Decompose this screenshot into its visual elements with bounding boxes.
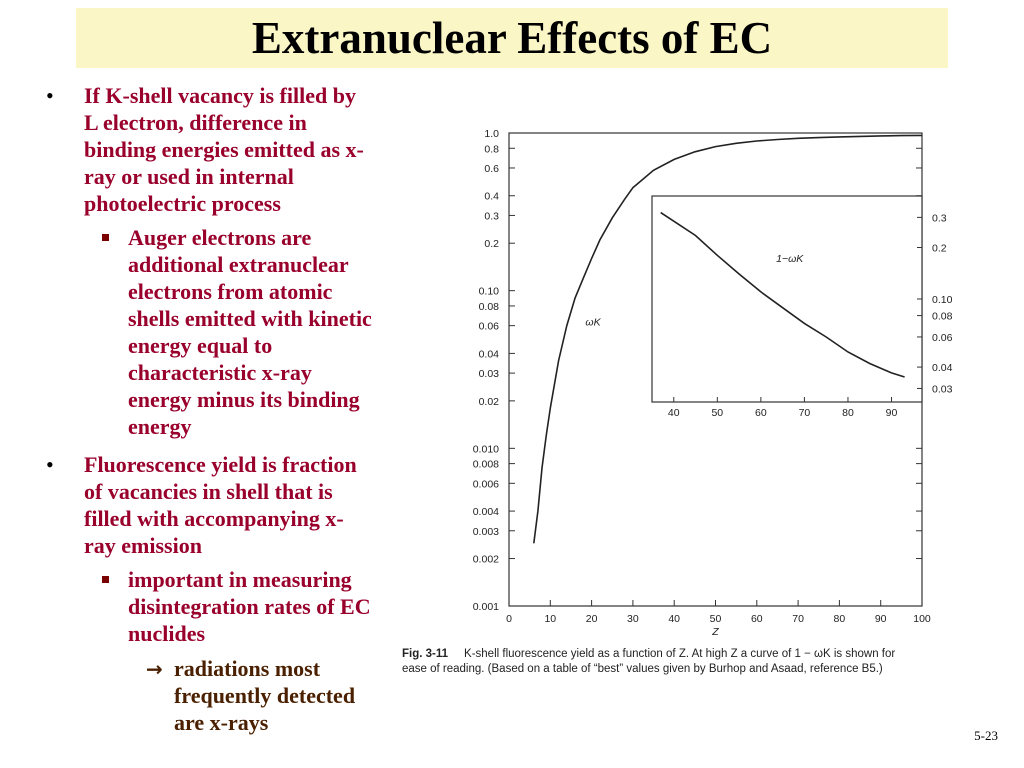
right-arrow-icon: → bbox=[146, 657, 163, 681]
text-line: L electron, difference in bbox=[84, 110, 307, 135]
text-line: binding energies emitted as x- bbox=[84, 137, 364, 162]
inset-border bbox=[651, 195, 923, 403]
y-tick-label: 0.001 bbox=[473, 601, 499, 613]
y-tick-label: 0.2 bbox=[484, 238, 499, 250]
bullet-text: Fluorescence yield is fraction of vacanc… bbox=[84, 451, 357, 559]
y-tick-label: 0.02 bbox=[479, 396, 500, 408]
square-bullet-icon bbox=[102, 576, 109, 583]
main-x-axis: 0 10 20 30 40 50 60 70 80 90 100 Z bbox=[506, 600, 931, 638]
text-line: of vacancies in shell that is bbox=[84, 479, 333, 504]
figure-caption: Fig. 3-11 K-shell fluorescence yield as a… bbox=[402, 647, 1024, 677]
sub-bullet-text: Auger electrons are additional extranucl… bbox=[128, 224, 372, 440]
inset-plot: 0.3 0.2 0.10 0.08 0.06 0.04 0.03 40 50 60 70 80 90 1−… bbox=[651, 195, 953, 419]
text-line: frequently detected bbox=[174, 683, 356, 708]
inset-series-label: 1−ωK bbox=[776, 253, 804, 265]
x-tick-label: 90 bbox=[875, 613, 887, 625]
inset-y-tick-label: 0.3 bbox=[932, 212, 947, 224]
inset-x-tick-label: 40 bbox=[668, 407, 680, 419]
x-tick-label: 70 bbox=[792, 613, 804, 625]
y-tick-label: 0.10 bbox=[479, 286, 500, 298]
y-tick-label: 0.006 bbox=[473, 478, 499, 490]
inset-x-tick-label: 70 bbox=[799, 407, 811, 419]
text-line: If K-shell vacancy is filled by bbox=[84, 83, 356, 108]
series-label: ωK bbox=[585, 317, 601, 329]
y-tick-label: 1.0 bbox=[484, 128, 499, 140]
inset-x-tick-label: 50 bbox=[711, 407, 723, 419]
text-line: ray emission bbox=[84, 533, 202, 558]
y-tick-label: 0.04 bbox=[479, 348, 500, 360]
y-tick-label: 0.06 bbox=[479, 321, 500, 333]
text-line: shells emitted with kinetic bbox=[128, 306, 372, 331]
inset-y-tick-label: 0.08 bbox=[932, 311, 953, 323]
x-tick-label: 30 bbox=[627, 613, 639, 625]
x-tick-label: 0 bbox=[506, 613, 512, 625]
x-tick-label: 60 bbox=[751, 613, 763, 625]
y-tick-label: 0.03 bbox=[479, 368, 500, 380]
y-tick-label: 0.6 bbox=[484, 163, 499, 175]
arrow-bullet: → radiations most frequently detected ar… bbox=[146, 655, 426, 735]
inset-y-tick-label: 0.2 bbox=[932, 243, 947, 255]
x-tick-label: 20 bbox=[586, 613, 598, 625]
main-y-axis: 1.0 0.8 0.6 0.4 0.3 0.2 0.10 0.08 0.06 0.04 0.03 0.… bbox=[473, 128, 922, 613]
text-line: ray or used in internal bbox=[84, 164, 294, 189]
y-tick-label: 0.002 bbox=[473, 554, 499, 566]
text-line: characteristic x-ray bbox=[128, 360, 312, 385]
series-line bbox=[533, 134, 923, 544]
y-tick-label: 0.004 bbox=[473, 506, 499, 518]
text-line: energy equal to bbox=[128, 333, 273, 358]
x-tick-label: 80 bbox=[834, 613, 846, 625]
x-axis-label: Z bbox=[711, 626, 719, 638]
y-tick-label: 0.08 bbox=[479, 301, 500, 313]
bullet-text: If K-shell vacancy is filled by L electr… bbox=[84, 82, 364, 217]
text-line: important in measuring bbox=[128, 567, 352, 592]
sub-bullet-text: important in measuring disintegration ra… bbox=[128, 566, 371, 647]
caption-line: ease of reading. (Based on a table of “b… bbox=[402, 663, 883, 675]
x-tick-label: 10 bbox=[544, 613, 556, 625]
text-line: Auger electrons are bbox=[128, 225, 312, 250]
inset-y-tick-label: 0.10 bbox=[932, 294, 953, 306]
text-line: disintegration rates of EC bbox=[128, 594, 371, 619]
caption-line: K-shell fluorescence yield as a function… bbox=[464, 648, 896, 660]
page-number: 5-23 bbox=[974, 728, 998, 743]
text-line: energy bbox=[128, 414, 192, 439]
bullet-marker: • bbox=[46, 452, 54, 477]
text-line: photoelectric process bbox=[84, 191, 281, 216]
bullet-list: • If K-shell vacancy is filled by L elec… bbox=[0, 0, 460, 768]
x-tick-label: 50 bbox=[710, 613, 722, 625]
inset-y-tick-label: 0.04 bbox=[932, 362, 953, 374]
text-line: filled with accompanying x- bbox=[84, 506, 344, 531]
x-tick-label: 40 bbox=[668, 613, 680, 625]
title-band bbox=[76, 8, 948, 68]
inset-series-line bbox=[660, 211, 905, 378]
inset-x-tick-label: 80 bbox=[842, 407, 854, 419]
text-line: additional extranuclear bbox=[128, 252, 349, 277]
y-tick-label: 0.003 bbox=[473, 526, 499, 538]
text-line: radiations most bbox=[174, 656, 321, 681]
slide-title: Extranuclear Effects of EC bbox=[251, 13, 773, 63]
square-bullet-icon bbox=[102, 234, 109, 241]
text-line: Fluorescence yield is fraction bbox=[84, 452, 357, 477]
y-tick-label: 0.8 bbox=[484, 143, 499, 155]
x-tick-label: 100 bbox=[913, 613, 931, 625]
text-line: electrons from atomic bbox=[128, 279, 333, 304]
y-tick-label: 0.010 bbox=[473, 443, 499, 455]
inset-y-tick-label: 0.03 bbox=[932, 383, 953, 395]
figure-label: Fig. 3-11 bbox=[402, 648, 449, 660]
omega-k-series: ωK bbox=[533, 134, 923, 544]
text-line: energy minus its binding bbox=[128, 387, 360, 412]
inset-y-tick-label: 0.06 bbox=[932, 332, 953, 344]
y-tick-label: 0.4 bbox=[484, 191, 499, 203]
inset-x-tick-label: 90 bbox=[886, 407, 898, 419]
bullet-marker: • bbox=[46, 83, 54, 108]
text-line: are x-rays bbox=[174, 710, 269, 735]
y-tick-label: 0.3 bbox=[484, 210, 499, 222]
text-line: nuclides bbox=[128, 621, 206, 646]
inset-x-tick-label: 60 bbox=[755, 407, 767, 419]
y-tick-label: 0.008 bbox=[473, 459, 499, 471]
